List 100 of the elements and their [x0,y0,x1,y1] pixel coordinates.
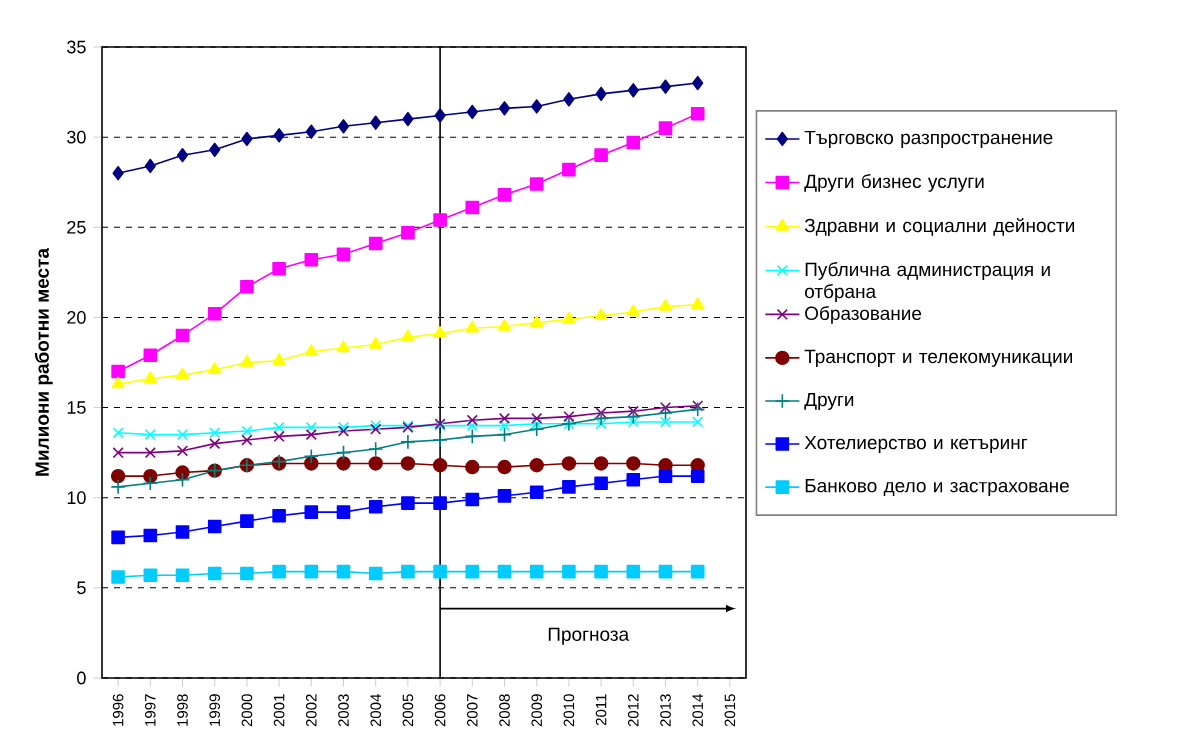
point [658,564,673,579]
point [209,427,221,439]
point [272,261,286,276]
point [305,429,317,441]
point [337,425,350,437]
x-tick-label: 2013 [660,694,671,727]
point [497,489,512,503]
point [336,564,351,579]
legend-label: Здравни и социални дейности [804,217,1075,236]
point [531,99,543,114]
point [498,412,511,424]
point [690,469,705,483]
point [562,311,576,324]
point [174,472,191,488]
point [626,304,640,317]
y-tick-label: 25 [67,220,86,234]
point [529,485,544,500]
point [659,416,672,428]
point [110,468,126,484]
point [627,83,639,98]
point [337,421,350,434]
point [594,564,608,579]
point [627,405,639,417]
legend-label: Банково дело и застраховане [805,479,1069,497]
point [401,329,415,342]
point [466,419,478,432]
point [304,456,319,471]
point [110,479,126,495]
point [208,362,222,374]
x-tick-label: 2014 [692,694,704,727]
x-tick-label: 2000 [241,694,253,727]
y-tick-label: 35 [67,40,86,54]
point [272,508,286,523]
point [658,121,673,135]
point [111,376,125,389]
legend-label: Други бизнес услуги [804,173,984,192]
point [241,425,253,437]
point [175,568,190,583]
x-tick-label: 2015 [724,694,736,727]
point [563,410,575,423]
y-tick-label: 20 [67,311,86,324]
point [433,213,447,227]
point [497,459,512,475]
point [659,79,672,94]
point [241,131,253,147]
point [498,101,511,116]
x-tick-label: 2009 [531,694,543,727]
point [207,519,222,534]
x-tick-label: 1999 [209,694,221,726]
point [465,459,480,475]
point [240,566,254,581]
point [466,104,478,120]
point [627,416,639,428]
point [562,162,576,177]
point [692,75,704,91]
point [593,456,609,471]
x-tick-label: 1997 [144,694,156,726]
point [305,124,317,139]
y-tick-label: 30 [67,130,86,144]
legend-label: Други [804,392,854,410]
point [368,566,383,581]
point [626,564,641,579]
point [497,564,512,579]
x-tick-label: 2011 [595,694,607,726]
point [498,419,511,432]
point [143,468,158,484]
point [176,445,189,457]
point [690,564,705,579]
point [368,236,383,251]
point [144,158,156,174]
point [563,92,575,107]
x-tick-label: 1998 [177,694,188,726]
point [465,492,480,507]
y-tick-label: 0 [77,671,86,685]
point [496,427,513,443]
point [562,564,576,579]
point [530,315,544,328]
point [144,429,156,441]
point [273,128,285,143]
point [402,111,414,127]
point [207,566,222,581]
point [176,147,189,163]
point [594,148,608,162]
point [305,421,317,434]
point [626,456,641,471]
x-tick-label: 1996 [112,694,124,726]
point [690,106,705,121]
point [176,429,189,441]
point [594,476,608,491]
point [336,340,351,353]
point [335,445,352,461]
point [111,530,125,545]
point [625,408,641,425]
point [531,418,543,430]
point [561,456,577,471]
legend-label: Образование [805,305,922,324]
point [497,188,512,202]
point [304,505,319,519]
x-tick-label: 2003 [338,694,349,727]
point [336,505,351,519]
